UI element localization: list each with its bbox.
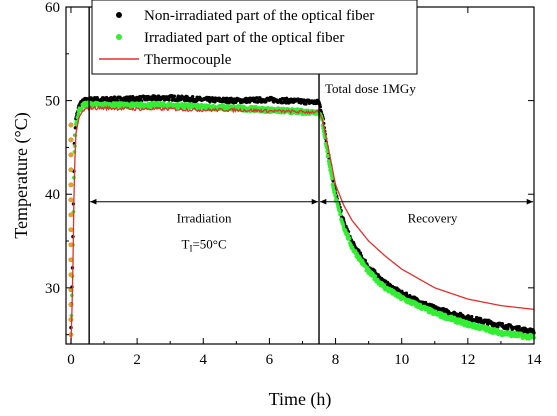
point-irradiated-part-of-the-optical-fiber [338,212,343,217]
rise-point-irradiated-part-of-the-optical-fiber [68,212,74,218]
legend-label-non-irradiated-part-of-the-optical-fiber: Non-irradiated part of the optical fiber [144,8,374,24]
series-irradiated-part-of-the-optical-fiber [68,100,536,341]
line-thermocouple [70,104,535,345]
x-tick-label: 12 [460,352,475,368]
point-irradiated-part-of-the-optical-fiber [332,189,337,194]
rise-point-irradiated-part-of-the-optical-fiber [68,197,74,203]
x-tick-label: 2 [133,352,141,368]
ticks-layer: 0 2 4 6 8 10 12 14 30 40 50 60 [45,0,542,368]
legend-box [91,0,418,75]
point-non-irradiated-part-of-the-optical-fiber [172,94,177,98]
legend-marker-irradiated-part-of-the-optical-fiber [116,34,122,40]
annotations-layer: Total dose 1MGy Irradiation TI=50°C Reco… [177,81,458,253]
point-irradiated-part-of-the-optical-fiber [330,176,335,181]
rise-point-irradiated-part-of-the-optical-fiber [68,242,74,248]
point-irradiated-part-of-the-optical-fiber [347,236,352,241]
rise-point-irradiated-part-of-the-optical-fiber [68,317,74,322]
point-irradiated-part-of-the-optical-fiber [333,193,338,198]
point-non-irradiated-part-of-the-optical-fiber [500,321,505,326]
y-tick-label: 40 [45,187,60,203]
irradiation-temperature-label: TI=50°C [182,237,227,254]
point-non-irradiated-part-of-the-optical-fiber [258,96,262,100]
x-tick-label: 0 [67,352,75,368]
x-tick-label: 10 [394,352,409,368]
y-axis-title: Temperature (°C) [11,112,32,238]
point-non-irradiated-part-of-the-optical-fiber [517,324,521,329]
point-irradiated-part-of-the-optical-fiber [343,228,348,233]
point-irradiated-part-of-the-optical-fiber [345,231,349,236]
rise-point-irradiated-part-of-the-optical-fiber [68,152,74,158]
point-non-irradiated-part-of-the-optical-fiber [170,98,175,102]
irradiation-label: Irradiation [177,210,232,225]
y-tick-label: 50 [45,94,60,110]
rise-point-irradiated-part-of-the-optical-fiber [68,167,74,173]
ti-rest: =50°C [192,237,226,252]
point-non-irradiated-part-of-the-optical-fiber [506,327,510,331]
point-non-irradiated-part-of-the-optical-fiber [213,100,217,104]
x-axis-title: Time (h) [269,389,332,410]
x-tick-label: 14 [527,352,543,368]
ti-main: T [182,237,190,252]
point-irradiated-part-of-the-optical-fiber [487,326,491,330]
legend-marker-non-irradiated-part-of-the-optical-fiber [116,12,122,18]
x-tick-label: 6 [266,352,274,368]
x-tick-label: 8 [332,352,340,368]
point-irradiated-part-of-the-optical-fiber [76,112,81,116]
recovery-label: Recovery [408,210,458,225]
y-tick-label: 30 [45,281,60,297]
point-non-irradiated-part-of-the-optical-fiber [190,95,195,99]
rise-point-irradiated-part-of-the-optical-fiber [68,137,74,143]
rise-point-irradiated-part-of-the-optical-fiber [68,122,74,128]
point-non-irradiated-part-of-the-optical-fiber [469,314,474,319]
point-irradiated-part-of-the-optical-fiber [326,159,331,163]
total-dose-label: Total dose 1MGy [325,81,416,96]
point-non-irradiated-part-of-the-optical-fiber [167,98,171,102]
point-irradiated-part-of-the-optical-fiber [79,107,84,112]
data-layer [68,94,536,345]
rise-point-irradiated-part-of-the-optical-fiber [68,257,74,263]
x-tick-label: 4 [200,352,208,368]
legend: Non-irradiated part of the optical fiber… [91,0,418,75]
rise-point-irradiated-part-of-the-optical-fiber [68,227,74,233]
rise-point-irradiated-part-of-the-optical-fiber [68,182,74,188]
point-irradiated-part-of-the-optical-fiber [337,209,342,213]
series-thermocouple [70,104,535,345]
legend-label-irradiated-part-of-the-optical-fiber: Irradiated part of the optical fiber [144,30,344,46]
legend-label-thermocouple: Thermocouple [144,52,232,68]
point-irradiated-part-of-the-optical-fiber [327,164,332,169]
series-non-irradiated-part-of-the-optical-fiber [68,94,536,337]
legend-entries: Non-irradiated part of the optical fiber… [99,8,374,68]
y-tick-label: 60 [45,0,60,16]
point-non-irradiated-part-of-the-optical-fiber [304,102,308,106]
point-irradiated-part-of-the-optical-fiber [329,173,334,178]
ti-subscript: I [189,244,192,254]
point-irradiated-part-of-the-optical-fiber [373,274,378,279]
